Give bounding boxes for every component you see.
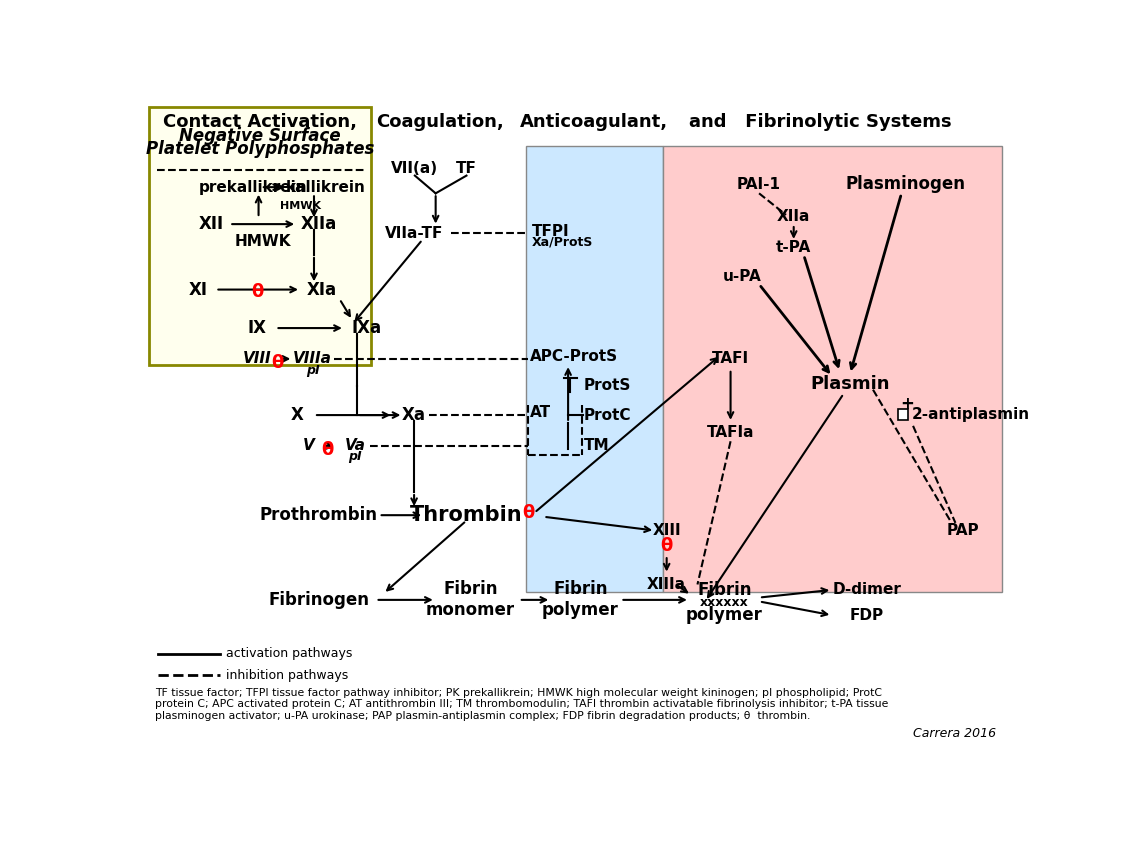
Text: Fibrinogen: Fibrinogen [268,591,369,609]
Text: Negative Surface: Negative Surface [180,127,341,145]
Text: Fibrin
monomer: Fibrin monomer [425,580,515,619]
Text: θ: θ [661,537,673,555]
Text: PAI-1: PAI-1 [737,177,781,192]
Text: Va: Va [344,438,366,453]
Text: TAFI: TAFI [712,352,749,367]
Text: FDP: FDP [849,608,884,623]
Text: XIIa: XIIa [301,215,337,233]
Text: IX: IX [248,319,267,337]
Text: XIIIa: XIIIa [647,577,687,592]
Text: Plasminogen: Plasminogen [845,175,965,193]
Text: TF tissue factor; TFPI tissue factor pathway inhibitor; PK prekallikrein; HMWK h: TF tissue factor; TFPI tissue factor pat… [155,688,888,721]
Text: ProtC: ProtC [583,408,631,422]
Text: VII(a): VII(a) [392,161,439,176]
Text: Contact Activation,: Contact Activation, [163,114,357,131]
Text: θ: θ [322,441,334,458]
Text: θ: θ [272,354,284,372]
Text: XIa: XIa [306,281,337,299]
Text: polymer: polymer [686,606,763,624]
Text: +: + [901,394,914,413]
Text: kallikrein: kallikrein [285,180,366,194]
Text: and   Fibrinolytic Systems: and Fibrinolytic Systems [689,114,951,131]
Text: VIII: VIII [242,352,272,367]
Text: Plasmin: Plasmin [810,375,890,394]
Text: D-dimer: D-dimer [833,582,901,597]
Text: xxxxxx: xxxxxx [700,596,748,610]
Text: V: V [303,438,314,453]
Text: Platelet Polyphosphates: Platelet Polyphosphates [146,140,375,158]
Text: TFPI: TFPI [532,224,570,239]
Text: inhibition pathways: inhibition pathways [227,669,349,682]
Text: Thrombin: Thrombin [411,505,523,525]
Bar [149,107,371,365]
Text: Xa: Xa [402,406,426,424]
Text: prekallikrein: prekallikrein [199,180,307,194]
Text: AT: AT [531,405,552,420]
Text: PAP: PAP [947,523,980,538]
Text: Fibrin
polymer: Fibrin polymer [542,580,619,619]
Text: XI: XI [188,281,208,299]
Text: Xa/ProtS: Xa/ProtS [532,235,594,248]
Bar [663,145,1002,592]
Text: HMWK: HMWK [234,235,291,249]
Bar [526,145,663,592]
Text: pI: pI [305,364,320,377]
Text: Fibrin: Fibrin [697,581,752,599]
Text: 2-antiplasmin: 2-antiplasmin [911,407,1030,422]
Text: VIIIa: VIIIa [293,352,332,367]
Text: Coagulation,: Coagulation, [376,114,504,131]
Text: θ: θ [251,283,264,301]
Text: XII: XII [199,215,223,233]
Text: X: X [291,406,303,424]
Text: Prothrombin: Prothrombin [259,506,378,524]
Text: activation pathways: activation pathways [227,648,352,660]
Text: APC-ProtS: APC-ProtS [531,349,618,364]
Bar [898,409,909,420]
Text: θ: θ [522,504,534,522]
Text: XIII: XIII [652,523,681,538]
Text: pI: pI [348,450,361,463]
Text: Anticoagulant,: Anticoagulant, [521,114,669,131]
Text: IXa: IXa [351,319,381,337]
Text: ProtS: ProtS [583,378,631,394]
Text: TAFIa: TAFIa [707,425,754,440]
Text: XIIa: XIIa [778,209,810,224]
Text: Carrera 2016: Carrera 2016 [913,727,996,740]
Text: u-PA: u-PA [723,269,762,284]
Text: TM: TM [583,438,609,453]
Text: VIIa-TF: VIIa-TF [385,226,443,241]
Text: TF: TF [456,161,477,176]
Text: HMWK: HMWK [280,201,321,210]
Text: t-PA: t-PA [776,240,811,255]
